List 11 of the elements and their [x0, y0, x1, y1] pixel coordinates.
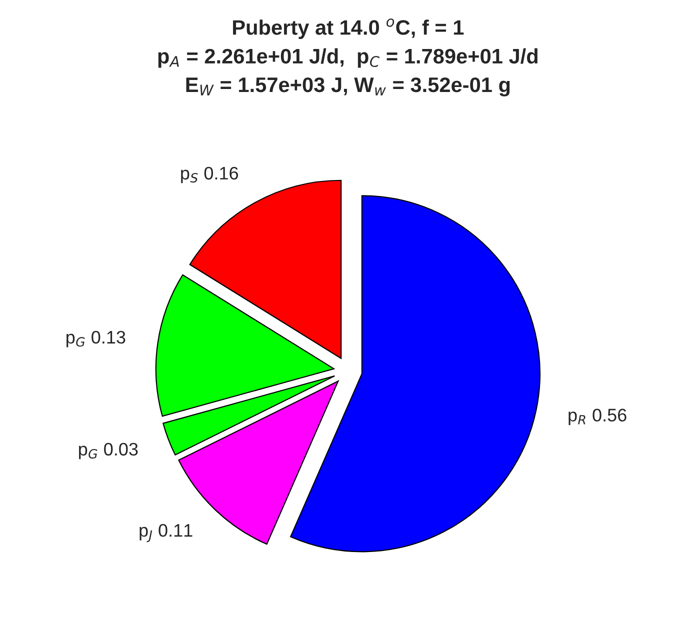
- slice-label: p$_{G}$: [79, 446, 98, 460]
- data-label: 0.03: [104, 442, 138, 456]
- slice-label: p$_{J}$: [140, 526, 152, 542]
- data-label: 0.16: [204, 166, 238, 180]
- chart-title: Puberty at 14.0 $^{o}$C, f = 1 p$_{A}$ = 2.261e+01 J/d, p$_{C}$ = 1.789e+01 J/d E$_{W}$ = 1.57e+03 J, W$_{w}$ = 3.52e-01 g: [158, 18, 538, 96]
- slice-label: p$_{S}$: [181, 170, 198, 184]
- data-label: 0.11: [158, 524, 192, 537]
- data-label: 0.13: [92, 330, 126, 344]
- slice-label: p$_{G}$: [66, 334, 85, 348]
- data-label: 0.56: [592, 408, 626, 422]
- slice-label: p$_{R}$: [568, 412, 586, 426]
